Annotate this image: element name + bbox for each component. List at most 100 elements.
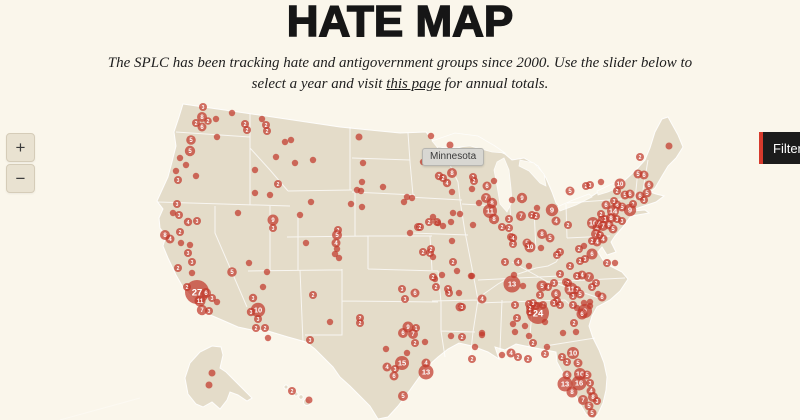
map-marker[interactable]: 13 [503, 275, 521, 293]
map-marker[interactable] [447, 332, 455, 340]
map-marker[interactable]: 2 [263, 127, 271, 135]
map-marker[interactable]: 3 [511, 301, 519, 309]
map-marker[interactable]: 3 [199, 103, 207, 111]
map-marker[interactable]: 13 [418, 364, 434, 380]
map-marker[interactable]: 2 [204, 117, 212, 125]
map-marker[interactable]: 2 [566, 262, 574, 270]
map-marker[interactable] [429, 253, 437, 261]
map-marker[interactable]: 5 [536, 280, 548, 292]
map-marker[interactable] [212, 115, 220, 123]
map-marker[interactable]: 3 [550, 299, 558, 307]
map-marker[interactable]: 3 [569, 292, 577, 300]
map-marker[interactable] [266, 191, 274, 199]
map-marker[interactable] [572, 328, 580, 336]
map-marker[interactable]: 2 [563, 358, 571, 366]
map-marker[interactable]: 3 [586, 181, 594, 189]
map-marker[interactable] [490, 177, 498, 185]
map-marker[interactable] [309, 156, 317, 164]
zoom-out-button[interactable]: − [6, 164, 35, 193]
map-marker[interactable]: 8 [566, 386, 578, 398]
map-marker[interactable]: 2 [613, 187, 621, 195]
map-marker[interactable]: 3 [458, 303, 466, 311]
map-marker[interactable] [272, 153, 280, 161]
map-marker[interactable] [580, 242, 588, 250]
map-marker[interactable]: 2 [529, 339, 537, 347]
map-marker[interactable] [172, 167, 180, 175]
map-marker[interactable] [559, 329, 567, 337]
map-marker[interactable]: 2 [174, 264, 182, 272]
map-marker[interactable]: 6 [389, 371, 399, 381]
map-marker[interactable]: 6 [625, 189, 635, 199]
map-marker[interactable] [498, 351, 506, 359]
map-marker[interactable]: 9 [516, 192, 528, 204]
map-marker[interactable]: 4 [551, 216, 561, 226]
map-marker[interactable]: 2 [427, 245, 435, 253]
map-marker[interactable] [469, 221, 477, 229]
map-marker[interactable] [291, 159, 299, 167]
map-marker[interactable]: 6 [410, 288, 420, 298]
map-marker[interactable]: 3 [401, 295, 409, 303]
map-marker[interactable]: 5 [184, 145, 196, 157]
map-marker[interactable]: 7 [408, 329, 418, 339]
map-marker[interactable]: 2 [243, 126, 251, 134]
map-marker[interactable]: 2 [573, 272, 581, 280]
map-marker[interactable]: 2 [429, 273, 437, 281]
map-marker[interactable] [357, 187, 365, 195]
map-marker[interactable] [258, 115, 266, 123]
map-marker[interactable]: 3 [174, 176, 182, 184]
map-marker[interactable]: 3 [306, 336, 314, 344]
map-marker[interactable]: 2 [514, 353, 522, 361]
map-marker[interactable] [326, 318, 334, 326]
map-marker[interactable]: 2 [636, 153, 644, 161]
map-marker[interactable]: 2 [532, 212, 540, 220]
map-marker[interactable] [597, 178, 605, 186]
map-marker[interactable] [611, 259, 619, 267]
map-marker[interactable] [446, 141, 454, 149]
zoom-in-button[interactable]: + [6, 133, 35, 162]
map-marker[interactable] [533, 204, 541, 212]
map-marker[interactable] [427, 132, 435, 140]
map-marker[interactable]: 5 [575, 289, 585, 299]
map-marker[interactable]: 5 [227, 267, 237, 277]
map-marker[interactable]: 2 [570, 319, 578, 327]
map-marker[interactable]: 2 [470, 177, 478, 185]
map-marker[interactable] [264, 334, 272, 342]
map-marker[interactable] [305, 396, 313, 404]
map-marker[interactable] [478, 331, 486, 339]
map-marker[interactable] [302, 239, 310, 247]
map-marker[interactable]: 3 [618, 217, 626, 225]
map-marker[interactable]: 2 [524, 355, 532, 363]
map-marker[interactable] [665, 142, 673, 150]
map-marker[interactable]: 3 [269, 224, 277, 232]
map-marker[interactable] [448, 188, 456, 196]
map-marker[interactable]: 2 [419, 248, 427, 256]
map-marker[interactable] [586, 302, 594, 310]
map-marker[interactable] [259, 283, 267, 291]
map-marker[interactable] [471, 343, 479, 351]
map-marker[interactable]: 2 [468, 355, 476, 363]
map-marker[interactable]: 5 [186, 135, 196, 145]
map-marker[interactable]: 3 [398, 285, 406, 293]
map-marker[interactable]: 2 [416, 223, 424, 231]
map-marker[interactable] [333, 245, 341, 253]
map-marker[interactable]: 2 [588, 237, 596, 245]
map-marker[interactable]: 3 [640, 196, 648, 204]
map-marker[interactable]: 2 [309, 291, 317, 299]
map-marker[interactable] [403, 193, 411, 201]
map-marker[interactable] [192, 172, 200, 180]
map-marker[interactable] [251, 189, 259, 197]
map-marker[interactable]: 5 [545, 233, 555, 243]
map-marker[interactable] [521, 322, 529, 330]
map-marker[interactable]: 5 [608, 224, 618, 234]
map-marker[interactable] [307, 198, 315, 206]
map-marker[interactable]: 3 [205, 307, 213, 315]
map-marker[interactable]: 2 [513, 314, 521, 322]
map-marker[interactable] [421, 338, 429, 346]
map-marker[interactable] [408, 194, 416, 202]
map-marker[interactable]: 2 [252, 324, 260, 332]
map-marker[interactable] [468, 185, 476, 193]
map-marker[interactable] [455, 289, 463, 297]
map-marker[interactable]: 6 [639, 170, 649, 180]
map-marker[interactable]: 4 [442, 178, 452, 188]
map-marker[interactable]: 6 [576, 308, 588, 320]
